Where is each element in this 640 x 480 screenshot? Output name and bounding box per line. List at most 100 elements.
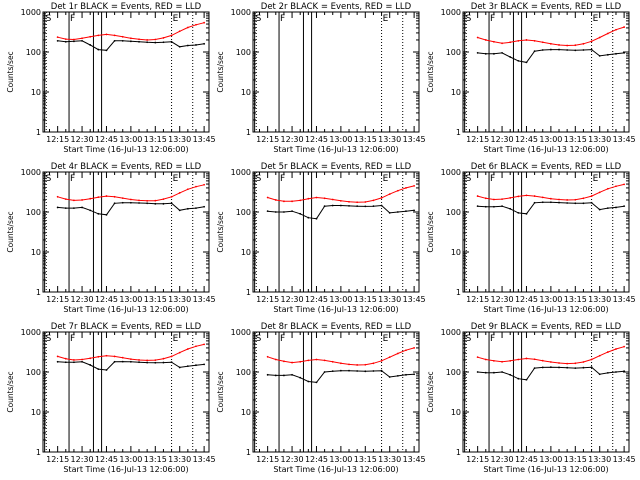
- x-tick-label: 13:30: [588, 455, 611, 464]
- x-tick-label: 12:45: [95, 135, 118, 144]
- plot-frame: [42, 11, 210, 133]
- data-point-events: [154, 361, 157, 364]
- data-point-lld: [533, 195, 536, 197]
- data-point-events: [380, 369, 383, 372]
- data-point-lld: [566, 362, 569, 365]
- data-point-events: [615, 52, 617, 55]
- marker-label-f: F: [70, 174, 75, 184]
- series-line-lld: [57, 184, 205, 202]
- data-point-events: [283, 211, 285, 213]
- data-point-lld: [97, 355, 100, 358]
- data-point-lld: [413, 347, 416, 349]
- data-point-events: [73, 40, 75, 43]
- data-point-lld: [372, 362, 375, 365]
- data-point-events: [129, 360, 132, 363]
- marker-label-s: S: [466, 14, 472, 24]
- x-tick-label: 13:45: [193, 455, 216, 464]
- x-tick-label: 12:30: [491, 455, 514, 464]
- data-point-events: [339, 369, 342, 372]
- y-axis-label: Counts/sec: [216, 211, 225, 252]
- data-point-lld: [203, 343, 206, 346]
- marker-label-e: E: [593, 334, 599, 344]
- data-point-lld: [348, 363, 350, 366]
- detector-panel-5: 1 10 100 1000 12:15 12:30 12:45 13:00 13:15 13:30…: [216, 162, 426, 314]
- x-tick-label: 12:15: [46, 135, 69, 144]
- data-point-events: [315, 217, 318, 220]
- data-point-lld: [162, 357, 165, 360]
- data-point-lld: [348, 200, 350, 203]
- data-point-lld: [549, 42, 552, 45]
- marker-label-e: E: [593, 174, 599, 184]
- data-point-lld: [315, 358, 318, 361]
- marker-label-f: F: [70, 334, 75, 344]
- x-tick-label: 12:45: [305, 135, 328, 144]
- data-point-events: [582, 202, 585, 205]
- data-point-lld: [606, 351, 609, 353]
- plot-frame: [42, 171, 210, 293]
- data-point-events: [178, 209, 181, 212]
- data-point-events: [162, 41, 165, 44]
- marker-label-e: E: [173, 174, 179, 184]
- data-point-lld: [154, 359, 157, 362]
- y-axis-label: Counts/sec: [426, 371, 435, 412]
- data-point-lld: [89, 357, 92, 360]
- data-point-events: [89, 44, 92, 46]
- data-point-lld: [582, 42, 585, 45]
- x-axis-label: Start Time (16-Jul-13 12:06:00): [273, 465, 398, 474]
- data-point-events: [266, 373, 269, 376]
- data-point-lld: [146, 359, 149, 362]
- data-point-lld: [501, 360, 503, 363]
- x-tick-label: 12:45: [515, 455, 538, 464]
- data-point-events: [105, 49, 108, 52]
- y-tick-label: 1000: [21, 328, 41, 337]
- data-point-events: [113, 202, 116, 205]
- x-tick-label: 12:15: [466, 135, 489, 144]
- data-point-events: [186, 44, 189, 47]
- y-tick-label: 1000: [441, 328, 461, 337]
- data-point-events: [405, 373, 407, 376]
- detector-panel-7: 1 10 100 1000 12:15 12:30 12:45 13:00 13:15 13:30…: [6, 322, 216, 474]
- data-point-lld: [89, 197, 92, 200]
- data-point-events: [129, 40, 132, 43]
- panel-title: Det 5r BLACK = Events, RED = LLD: [261, 162, 412, 172]
- panel-title: Det 1r BLACK = Events, RED = LLD: [51, 2, 202, 12]
- data-point-lld: [315, 196, 318, 199]
- x-tick-label: 13:15: [564, 135, 587, 144]
- y-axis-label: Counts/sec: [216, 371, 225, 412]
- x-tick-label: 12:15: [256, 135, 279, 144]
- y-tick-label: 10: [241, 408, 251, 417]
- data-point-lld: [606, 32, 609, 35]
- data-point-events: [89, 364, 92, 366]
- data-point-events: [574, 367, 577, 370]
- data-point-events: [525, 378, 528, 381]
- data-point-events: [348, 369, 350, 372]
- y-tick-label: 10: [451, 408, 461, 417]
- data-point-events: [113, 360, 116, 363]
- data-point-events: [266, 210, 269, 213]
- marker-label-f: F: [490, 14, 495, 24]
- series-line-lld: [477, 26, 625, 47]
- x-tick-label: 13:30: [168, 455, 191, 464]
- data-point-events: [388, 376, 391, 378]
- data-point-lld: [623, 345, 626, 348]
- data-point-events: [356, 205, 359, 208]
- data-point-events: [162, 361, 165, 364]
- data-point-lld: [138, 359, 140, 361]
- data-point-events: [170, 40, 173, 43]
- data-point-lld: [484, 197, 487, 200]
- data-point-lld: [517, 39, 520, 42]
- data-point-events: [146, 361, 149, 364]
- data-point-lld: [509, 41, 512, 44]
- y-tick-label: 10: [451, 248, 461, 257]
- x-axis-label: Start Time (16-Jul-13 12:06:00): [63, 465, 188, 474]
- y-tick-label: 1000: [441, 168, 461, 177]
- data-point-events: [623, 51, 626, 54]
- y-axis-label: Counts/sec: [426, 211, 435, 252]
- data-point-lld: [186, 26, 189, 29]
- data-point-lld: [170, 34, 173, 37]
- y-tick-label: 1000: [231, 168, 251, 177]
- data-point-lld: [283, 200, 285, 203]
- data-point-lld: [590, 40, 593, 43]
- x-tick-label: 12:30: [491, 295, 514, 304]
- data-point-events: [97, 212, 100, 215]
